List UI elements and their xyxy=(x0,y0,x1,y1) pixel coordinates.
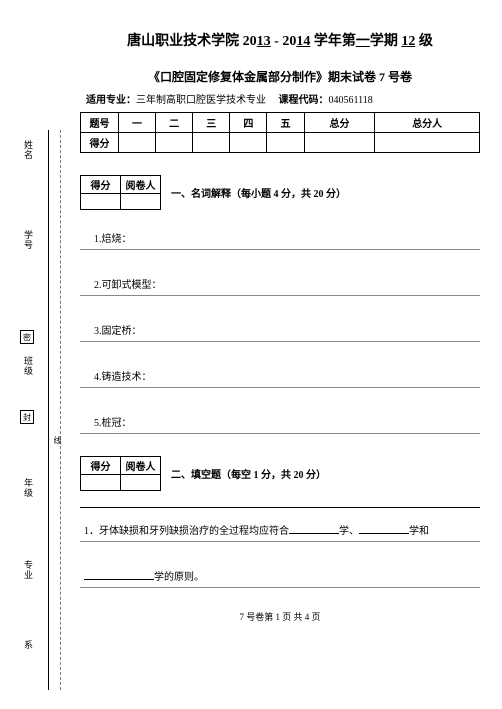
exam-page: 唐山职业技术学院 2013 - 2014 学年第一学期 12 级 《口腔固定修复… xyxy=(80,30,480,623)
table-row: 得分 xyxy=(81,133,480,153)
q1-2: 2.可卸式模型： xyxy=(80,272,480,296)
seal-box-mi: 密 xyxy=(20,330,34,344)
section-1-title: 一、名词解释（每小题 4 分，共 20 分） xyxy=(171,185,346,200)
blank-1 xyxy=(289,524,339,534)
th-3: 三 xyxy=(193,113,230,133)
fill-1: 1．牙体缺损和牙列缺损治疗的全过程均应符合 学、 学和 xyxy=(80,518,480,542)
q1-4: 4.铸造技术： xyxy=(80,364,480,388)
title-sem: 一 xyxy=(356,34,370,49)
mini-th-2b: 阅卷人 xyxy=(121,457,161,475)
title-post: 学期 xyxy=(370,34,402,49)
th-7: 总分人 xyxy=(375,113,480,133)
bind-label-grade: 年级 xyxy=(22,478,35,498)
fill1-c: 学和 xyxy=(409,526,429,537)
td-blank xyxy=(119,133,156,153)
main-title: 唐山职业技术学院 2013 - 2014 学年第一学期 12 级 xyxy=(80,30,480,50)
title-grade: 12 xyxy=(401,34,415,49)
binding-margin: 姓名 学号 密 班级 封 线 年级 专业 系 xyxy=(16,0,66,709)
mini-th-1: 得分 xyxy=(81,176,121,194)
subtitle: 《口腔固定修复体金属部分制作》期末试卷 7 号卷 xyxy=(80,68,480,85)
title-year2: 14 xyxy=(296,34,310,49)
th-1: 一 xyxy=(119,113,156,133)
bind-label-id: 学号 xyxy=(22,230,35,250)
mini-blank xyxy=(81,475,121,491)
major-label: 适用专业： xyxy=(86,95,136,106)
q1-1: 1.焙烧： xyxy=(80,226,480,250)
title-dash: - 20 xyxy=(271,34,297,49)
th-0: 题号 xyxy=(81,113,119,133)
blank-2 xyxy=(359,524,409,534)
fill1-d: 学的原则。 xyxy=(154,572,204,583)
blank-3 xyxy=(84,570,154,580)
q1-3: 3.固定桥： xyxy=(80,318,480,342)
fill1-b: 学、 xyxy=(339,526,359,537)
th-2: 二 xyxy=(156,113,193,133)
section-1-header: 得分阅卷人 一、名词解释（每小题 4 分，共 20 分） xyxy=(80,175,480,210)
title-tail: 级 xyxy=(415,34,433,49)
binding-dash-line xyxy=(60,130,61,690)
meta-line: 适用专业：三年制高职口腔医学技术专业 课程代码：040561118 xyxy=(80,91,480,106)
bind-label-dept: 系 xyxy=(22,640,35,650)
section-2-header: 得分阅卷人 二、填空题（每空 1 分，共 20 分） xyxy=(80,456,480,491)
th-4: 四 xyxy=(230,113,267,133)
mini-th-2: 阅卷人 xyxy=(121,176,161,194)
binding-solid-line xyxy=(48,130,49,690)
td-blank xyxy=(156,133,193,153)
td-blank xyxy=(375,133,480,153)
td-blank xyxy=(304,133,375,153)
mini-blank xyxy=(121,194,161,210)
page-footer: 7 号卷第 1 页 共 4 页 xyxy=(80,610,480,623)
title-mid: 学年第 xyxy=(310,34,356,49)
th-6: 总分 xyxy=(304,113,375,133)
fill-1-cont: 学的原则。 xyxy=(80,564,480,588)
td-blank xyxy=(267,133,304,153)
section-2-title: 二、填空题（每空 1 分，共 20 分） xyxy=(171,466,326,481)
td-blank xyxy=(230,133,267,153)
code-value: 040561118 xyxy=(329,95,373,106)
seal-box-feng: 封 xyxy=(20,410,34,424)
table-row: 题号 一 二 三 四 五 总分 总分人 xyxy=(81,113,480,133)
mini-blank xyxy=(121,475,161,491)
mini-th-1b: 得分 xyxy=(81,457,121,475)
bind-label-major: 专业 xyxy=(22,560,35,580)
bind-label-name: 姓名 xyxy=(22,140,35,160)
fill1-a: 1．牙体缺损和牙列缺损治疗的全过程均应符合 xyxy=(84,526,289,537)
score-table: 题号 一 二 三 四 五 总分 总分人 得分 xyxy=(80,112,480,153)
mini-score-table: 得分阅卷人 xyxy=(80,175,161,210)
bind-label-class: 班级 xyxy=(22,356,35,376)
td-label: 得分 xyxy=(81,133,119,153)
major-value: 三年制高职口腔医学技术专业 xyxy=(136,95,266,106)
section-divider xyxy=(80,507,480,508)
td-blank xyxy=(193,133,230,153)
q1-5: 5.桩冠： xyxy=(80,410,480,434)
mini-blank xyxy=(81,194,121,210)
bind-line-label: 线 xyxy=(52,436,63,445)
title-pre: 唐山职业技术学院 20 xyxy=(127,34,257,49)
code-label: 课程代码： xyxy=(279,95,329,106)
mini-score-table-2: 得分阅卷人 xyxy=(80,456,161,491)
title-year1: 13 xyxy=(257,34,271,49)
th-5: 五 xyxy=(267,113,304,133)
